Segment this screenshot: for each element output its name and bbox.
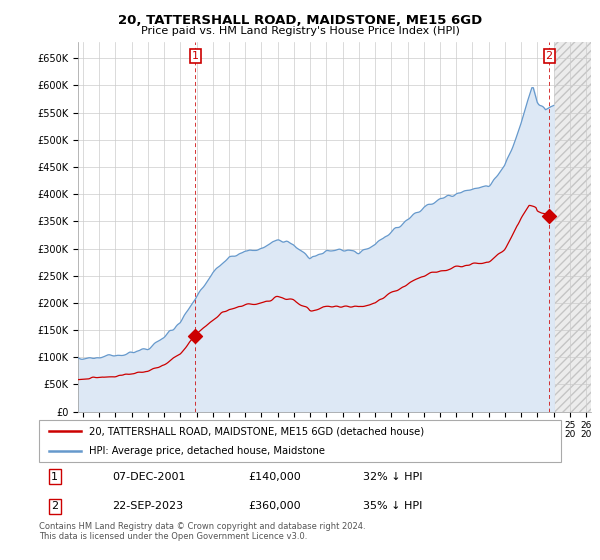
- Text: 20, TATTERSHALL ROAD, MAIDSTONE, ME15 6GD (detached house): 20, TATTERSHALL ROAD, MAIDSTONE, ME15 6G…: [89, 426, 424, 436]
- Text: Contains HM Land Registry data © Crown copyright and database right 2024.
This d: Contains HM Land Registry data © Crown c…: [39, 522, 365, 542]
- Point: [191, 331, 200, 340]
- Text: £360,000: £360,000: [248, 501, 301, 511]
- Text: 2: 2: [51, 501, 58, 511]
- Point: [544, 212, 554, 221]
- FancyBboxPatch shape: [39, 420, 561, 462]
- Text: HPI: Average price, detached house, Maidstone: HPI: Average price, detached house, Maid…: [89, 446, 325, 456]
- Text: 32% ↓ HPI: 32% ↓ HPI: [362, 472, 422, 482]
- Text: 1: 1: [192, 50, 199, 60]
- Text: 20, TATTERSHALL ROAD, MAIDSTONE, ME15 6GD: 20, TATTERSHALL ROAD, MAIDSTONE, ME15 6G…: [118, 14, 482, 27]
- Text: Price paid vs. HM Land Registry's House Price Index (HPI): Price paid vs. HM Land Registry's House …: [140, 26, 460, 36]
- Text: 1: 1: [51, 472, 58, 482]
- Text: £140,000: £140,000: [248, 472, 301, 482]
- Text: 35% ↓ HPI: 35% ↓ HPI: [362, 501, 422, 511]
- Text: 07-DEC-2001: 07-DEC-2001: [112, 472, 185, 482]
- Text: 2: 2: [545, 50, 553, 60]
- Text: 22-SEP-2023: 22-SEP-2023: [112, 501, 183, 511]
